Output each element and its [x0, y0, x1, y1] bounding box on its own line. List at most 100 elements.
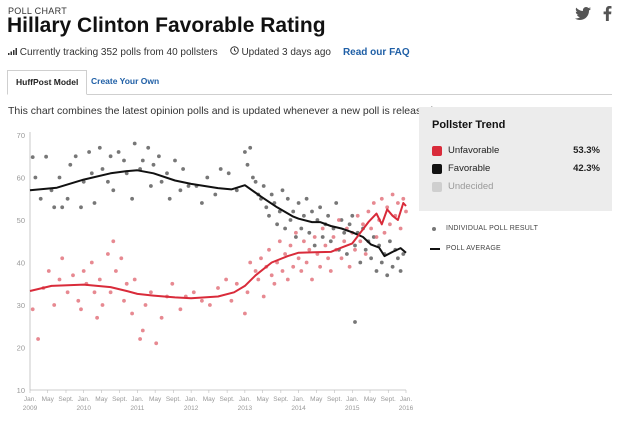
- unfavorable-poll-point: [361, 222, 365, 227]
- clock-icon: [229, 46, 239, 55]
- favorable-poll-point: [299, 226, 304, 231]
- tab-bar: HuffPost Model Create Your Own: [7, 70, 612, 95]
- favorable-swatch: [432, 164, 442, 174]
- unfavorable-poll-point: [100, 303, 105, 307]
- chart-description: This chart combines the latest opinion p…: [8, 105, 436, 117]
- favorable-poll-point: [130, 196, 135, 201]
- unfavorable-poll-point: [170, 281, 175, 286]
- unfavorable-poll-point: [132, 277, 137, 282]
- x-tick-year: 2015: [345, 405, 360, 412]
- unfavorable-poll-point: [396, 201, 400, 205]
- unfavorable-poll-point: [122, 298, 126, 303]
- y-tick-label: 30: [17, 301, 25, 310]
- favorable-poll-point: [65, 196, 70, 201]
- x-tick-label: Jan.: [24, 396, 36, 403]
- favorable-poll-point: [73, 154, 78, 159]
- unfavorable-poll-point: [401, 196, 406, 201]
- unfavorable-poll-point: [130, 311, 135, 316]
- unfavorable-poll-point: [216, 286, 220, 290]
- favorable-poll-point: [371, 235, 376, 239]
- favorable-poll-point: [122, 158, 126, 163]
- unfavorable-average-line: [29, 202, 407, 300]
- unfavorable-poll-point: [288, 243, 293, 248]
- favorable-poll-point: [312, 243, 317, 248]
- trend-row-undecided[interactable]: Undecided: [432, 181, 600, 193]
- trend-row-favorable[interactable]: Favorable 42.3%: [432, 163, 600, 175]
- unfavorable-poll-point: [76, 298, 81, 303]
- favorable-poll-point: [167, 196, 172, 201]
- unfavorable-poll-point: [52, 303, 57, 307]
- unfavorable-poll-point: [379, 196, 384, 201]
- favorable-poll-point: [374, 269, 379, 273]
- x-tick-label: Sept.: [58, 396, 73, 403]
- x-tick-label: Jan.: [400, 396, 412, 403]
- favorable-poll-point: [178, 188, 183, 193]
- unfavorable-poll-point: [312, 235, 317, 239]
- favorable-poll-point: [396, 256, 400, 261]
- unfavorable-poll-point: [337, 218, 341, 222]
- meta-bar: Currently tracking 352 polls from 40 pol…: [8, 46, 410, 58]
- line-marker-icon: [430, 248, 440, 250]
- facebook-icon[interactable]: [603, 6, 612, 26]
- unfavorable-poll-point: [283, 252, 287, 256]
- favorable-poll-point: [342, 230, 347, 235]
- favorable-poll-point: [52, 205, 57, 210]
- favorable-poll-point: [304, 196, 309, 201]
- favorable-poll-point: [234, 188, 239, 193]
- trend-row-unfavorable[interactable]: Unfavorable 53.3%: [432, 145, 600, 157]
- tracking-text: Currently tracking 352 polls from 40 pol…: [19, 46, 218, 58]
- favorable-poll-point: [44, 154, 48, 159]
- panel-heading: Pollster Trend: [432, 119, 506, 131]
- unfavorable-poll-point: [269, 273, 274, 278]
- x-tick-label: Jan.: [292, 396, 304, 403]
- favorable-poll-point: [310, 209, 314, 214]
- faq-link[interactable]: Read our FAQ: [342, 46, 410, 58]
- x-tick-year: 2009: [23, 405, 38, 412]
- favorable-poll-point: [243, 150, 247, 154]
- favorable-poll-point: [302, 213, 306, 218]
- x-tick-label: Jan.: [239, 396, 251, 403]
- unfavorable-poll-point: [71, 273, 75, 278]
- favorable-poll-point: [390, 264, 395, 269]
- twitter-icon[interactable]: [575, 7, 591, 25]
- unfavorable-poll-point: [95, 315, 99, 320]
- favorable-poll-point: [97, 145, 102, 150]
- x-tick-label: May: [364, 396, 377, 403]
- unfavorable-poll-point: [299, 269, 304, 273]
- tab-huffpost-model[interactable]: HuffPost Model: [7, 70, 88, 95]
- unfavorable-poll-point: [36, 337, 40, 341]
- favorable-poll-point: [159, 179, 164, 184]
- unfavorable-swatch: [432, 146, 442, 156]
- x-tick-year: 2011: [130, 405, 144, 412]
- favorable-poll-point: [111, 188, 116, 193]
- unfavorable-poll-point: [200, 298, 204, 303]
- favorable-poll-point: [116, 150, 121, 154]
- unfavorable-poll-point: [294, 230, 298, 235]
- favorable-poll-point: [267, 213, 271, 218]
- signal-icon: [8, 47, 17, 55]
- unfavorable-poll-point: [92, 290, 97, 295]
- favorable-poll-point: [200, 201, 204, 205]
- favorable-poll-point: [181, 167, 186, 171]
- unfavorable-poll-point: [374, 235, 379, 239]
- unfavorable-poll-point: [310, 277, 314, 282]
- favorable-poll-point: [218, 167, 223, 171]
- unfavorable-poll-point: [65, 290, 70, 295]
- favorable-poll-point: [140, 158, 145, 163]
- x-tick-label: Sept.: [112, 396, 127, 403]
- favorable-poll-point: [358, 260, 363, 265]
- favorable-poll-point: [353, 243, 357, 248]
- unfavorable-poll-point: [81, 269, 86, 273]
- unfavorable-poll-point: [124, 281, 129, 286]
- undecided-swatch: [432, 182, 442, 192]
- unfavorable-poll-point: [259, 256, 263, 261]
- favorable-poll-point: [334, 201, 339, 205]
- tab-create-your-own[interactable]: Create Your Own: [91, 76, 160, 86]
- unfavorable-poll-point: [60, 256, 65, 261]
- y-tick-label: 50: [17, 216, 25, 225]
- favorable-poll-point: [87, 150, 91, 154]
- unfavorable-poll-point: [256, 277, 261, 282]
- unfavorable-poll-point: [79, 307, 83, 312]
- x-tick-label: Sept.: [166, 396, 181, 403]
- favorable-poll-point: [283, 226, 287, 231]
